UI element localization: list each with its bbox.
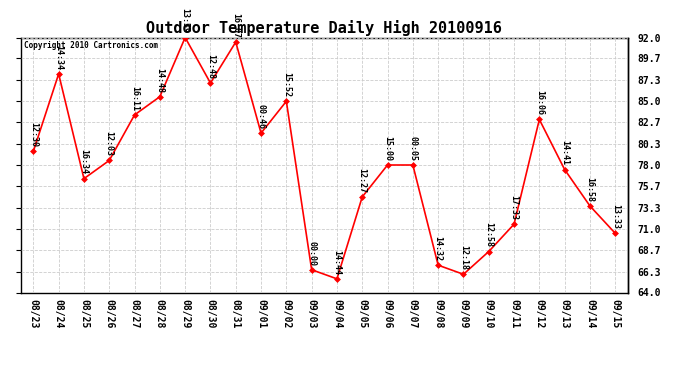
Text: 16:34: 16:34 — [79, 150, 88, 174]
Text: 14:34: 14:34 — [54, 45, 63, 70]
Text: 16:11: 16:11 — [130, 86, 139, 111]
Text: 16:58: 16:58 — [585, 177, 595, 202]
Text: 00:00: 00:00 — [307, 241, 316, 266]
Text: 12:58: 12:58 — [484, 222, 493, 248]
Text: 12:30: 12:30 — [29, 122, 38, 147]
Text: 14:41: 14:41 — [560, 140, 569, 165]
Text: 16:06: 16:06 — [535, 90, 544, 115]
Text: 15:00: 15:00 — [383, 136, 392, 161]
Text: 13:33: 13:33 — [611, 204, 620, 229]
Text: 14:48: 14:48 — [155, 68, 164, 93]
Text: 12:48: 12:48 — [206, 54, 215, 79]
Text: 17:33: 17:33 — [509, 195, 519, 220]
Text: 14:32: 14:32 — [433, 236, 443, 261]
Title: Outdoor Temperature Daily High 20100916: Outdoor Temperature Daily High 20100916 — [146, 20, 502, 36]
Text: 13:59: 13:59 — [181, 8, 190, 33]
Text: 12:03: 12:03 — [105, 131, 114, 156]
Text: 16:07: 16:07 — [231, 13, 240, 38]
Text: 00:46: 00:46 — [257, 104, 266, 129]
Text: 00:05: 00:05 — [408, 136, 417, 161]
Text: 12:27: 12:27 — [357, 168, 367, 193]
Text: 15:52: 15:52 — [282, 72, 291, 97]
Text: 14:44: 14:44 — [333, 250, 342, 274]
Text: 12:18: 12:18 — [459, 245, 468, 270]
Text: Copyright 2010 Cartronics.com: Copyright 2010 Cartronics.com — [23, 41, 158, 50]
